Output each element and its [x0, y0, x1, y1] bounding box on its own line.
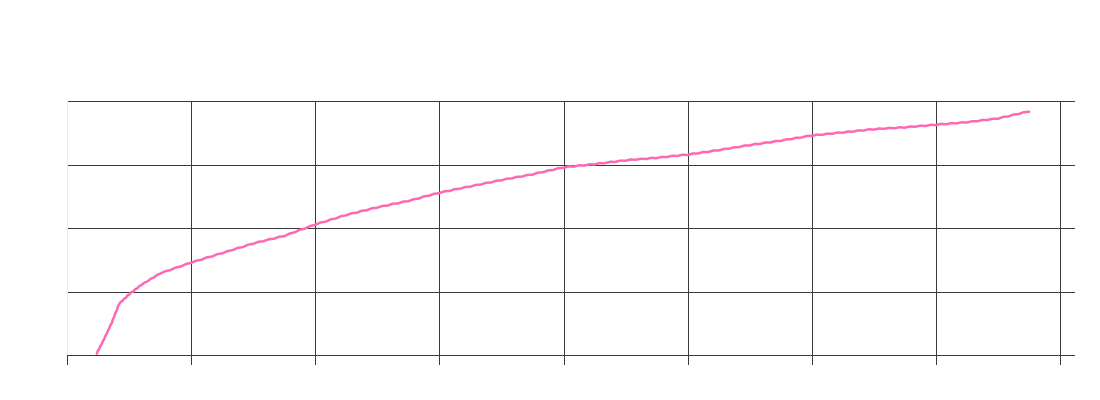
series-group	[95, 110, 1031, 355]
series-line-0	[95, 110, 1031, 355]
axis-ticks	[67, 355, 1061, 365]
grid	[67, 101, 1075, 356]
